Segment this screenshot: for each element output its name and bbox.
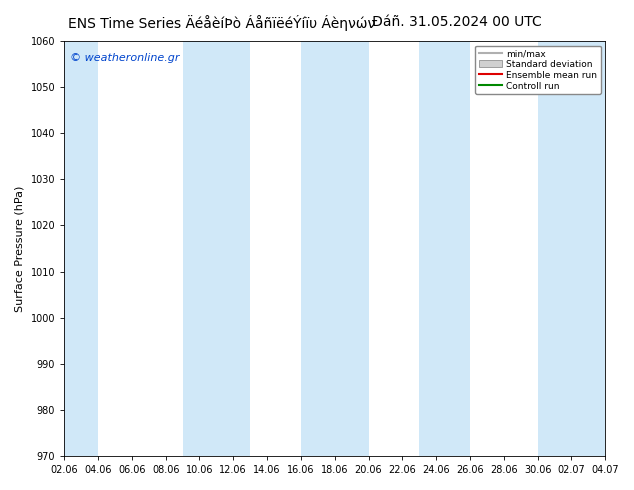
Text: ENS Time Series ÄéåèíÞò ÁåñïëéÝíïυ Áèηνών: ENS Time Series ÄéåèíÞò ÁåñïëéÝíïυ Áèηνώ… [68,15,375,31]
Bar [183,41,250,456]
Legend: min/max, Standard deviation, Ensemble mean run, Controll run: min/max, Standard deviation, Ensemble me… [476,46,600,94]
Text: © weatheronline.gr: © weatheronline.gr [70,53,179,64]
Text: Ðáñ. 31.05.2024 00 UTC: Ðáñ. 31.05.2024 00 UTC [372,15,541,29]
Bar [419,41,470,456]
Bar [538,41,605,456]
Y-axis label: Surface Pressure (hPa): Surface Pressure (hPa) [15,185,25,312]
Bar [301,41,368,456]
Bar [64,41,98,456]
